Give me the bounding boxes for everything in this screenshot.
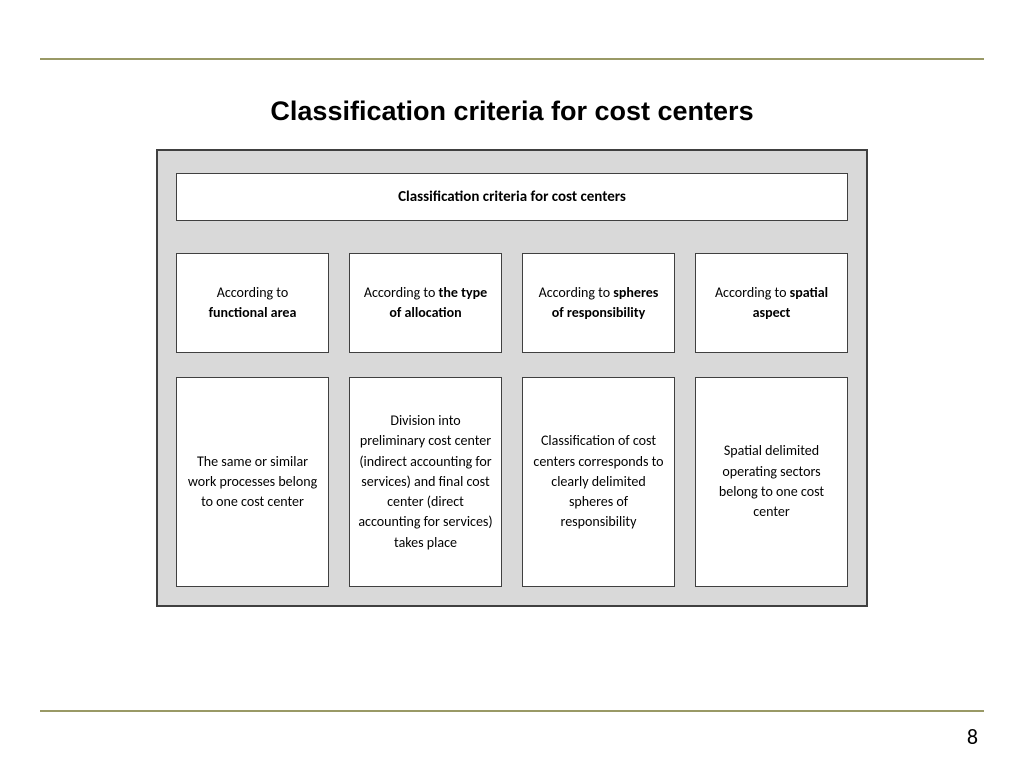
description-cell: Spatial delimited operating sectors belo… [695,377,848,587]
page-number: 8 [967,723,978,750]
criteria-cell: According to the type of allocation [349,253,502,353]
bottom-divider [40,710,984,712]
criteria-text: According to functional area [187,283,318,324]
diagram-frame: Classification criteria for cost centers… [156,149,868,607]
description-cell: Division into preliminary cost center (i… [349,377,502,587]
description-row: The same or similar work processes belon… [176,377,848,587]
criteria-cell: According to spheres of responsibility [522,253,675,353]
criteria-prefix: According to [364,284,439,301]
slide-title: Classification criteria for cost centers [0,96,1024,127]
criteria-row: According to functional area According t… [176,253,848,353]
diagram-header: Classification criteria for cost centers [176,173,848,221]
criteria-text: According to spheres of responsibility [533,283,664,324]
criteria-prefix: According to [715,284,790,301]
content-area: Classification criteria for cost centers… [0,96,1024,710]
criteria-cell: According to spatial aspect [695,253,848,353]
criteria-prefix: According to [217,284,289,301]
criteria-text: According to the type of allocation [360,283,491,324]
description-cell: The same or similar work processes belon… [176,377,329,587]
description-cell: Classification of cost centers correspon… [522,377,675,587]
criteria-prefix: According to [539,284,614,301]
criteria-cell: According to functional area [176,253,329,353]
slide-page: Classification criteria for cost centers… [0,0,1024,768]
criteria-text: According to spatial aspect [706,283,837,324]
criteria-bold: functional area [209,304,297,321]
